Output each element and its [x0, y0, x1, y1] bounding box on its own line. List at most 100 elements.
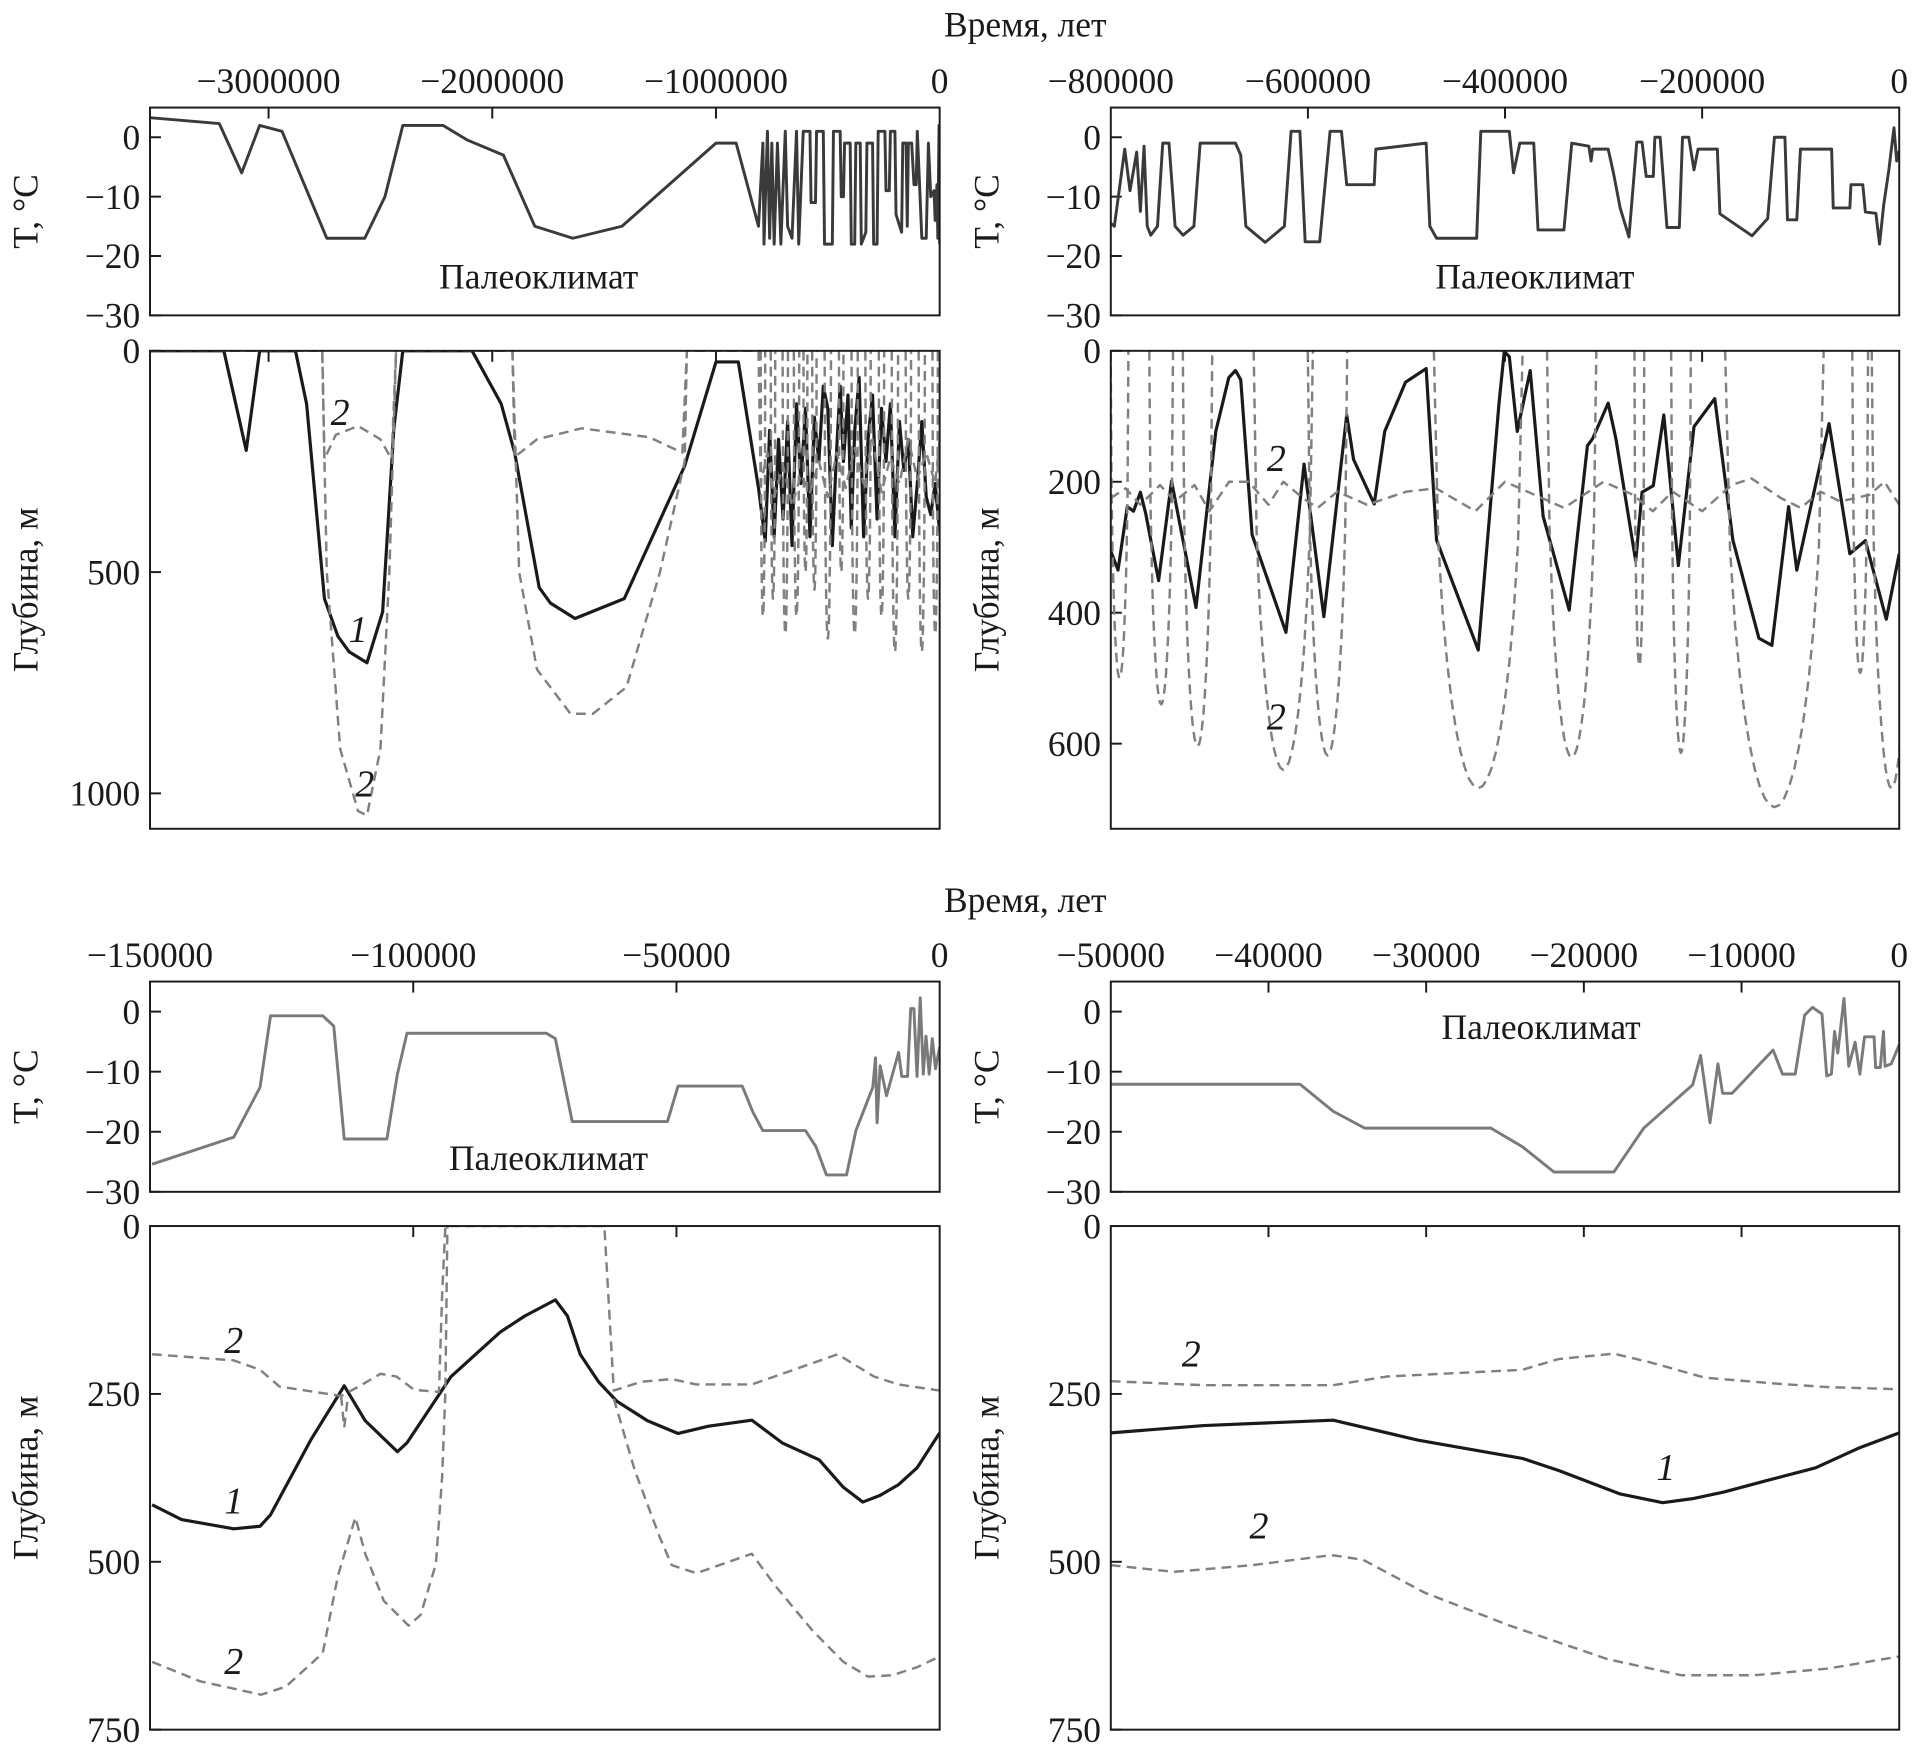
curve-label-2: 2 — [1182, 1334, 1201, 1376]
series-2-dashed-line — [1110, 477, 1900, 513]
y-tick-label: −30 — [1046, 296, 1101, 336]
plot-frame — [1109, 980, 1901, 1193]
paleoclimate-label: Палеоклимат — [1435, 256, 1634, 296]
curve-label-1: 1 — [349, 609, 368, 651]
depth-subplot: 0 250 500 750 Глубина, м 2 1 2 — [6, 1206, 941, 1748]
series-1-solid-line — [151, 1298, 940, 1531]
plot-area — [1110, 126, 1900, 246]
x-tick-label: −800000 — [1048, 61, 1174, 101]
y-axis-title: Глубина, м — [6, 508, 46, 673]
y-axis-title: T, °C — [966, 174, 1006, 249]
y-tick-label: −30 — [1046, 1172, 1101, 1212]
y-tick-label: 0 — [123, 331, 141, 371]
temperature-subplot: 0 −10 −20 −30 T, °C Палеоклимат — [966, 980, 1901, 1212]
temperature-subplot: 0 −10 −20 −30 T, °C Палеоклимат — [6, 106, 941, 336]
series-1-solid-line — [150, 350, 940, 665]
y-tick-label: 0 — [123, 1206, 141, 1246]
temperature-subplot: 0 −10 −20 −30 T, °C Палеоклимат — [966, 106, 1901, 336]
x-tick-label: −30000 — [1372, 935, 1481, 975]
y-axis-title: Глубина, м — [966, 508, 1006, 673]
y-tick-label: −10 — [85, 1052, 140, 1092]
y-tick-label: −30 — [85, 1172, 140, 1212]
paleoclimate-label: Палеоклимат — [439, 256, 638, 296]
depth-subplot: 0 250 500 750 Глубина, м 2 1 2 — [966, 1206, 1901, 1748]
temperature-line — [151, 996, 940, 1177]
plot-area — [150, 116, 940, 246]
curve-label-2: 2 — [1267, 697, 1286, 739]
y-tick-label: 600 — [1048, 724, 1101, 764]
series-2-dashed-line — [1110, 350, 1900, 809]
x-tick-label: −1000000 — [644, 61, 788, 101]
series-2-dashed-line — [1110, 1553, 1900, 1677]
curve-label-1: 1 — [1656, 1447, 1675, 1489]
series-1-solid-line — [1110, 350, 1900, 652]
y-tick-label: 0 — [1083, 117, 1101, 157]
plot-frame — [1109, 349, 1901, 830]
y-tick-label: 0 — [1083, 1206, 1101, 1246]
series-2-dashed-line — [151, 1226, 940, 1696]
y-tick-label: 1000 — [69, 774, 140, 814]
y-tick-label: 200 — [1048, 462, 1101, 502]
y-tick-label: 250 — [87, 1374, 140, 1414]
curve-label-2: 2 — [1267, 438, 1286, 480]
curve-label-1: 1 — [224, 1481, 243, 1523]
y-tick-label: −20 — [85, 236, 140, 276]
y-tick-label: 250 — [1048, 1374, 1101, 1414]
depth-subplot: 0 500 1000 Глубина, м 2 1 2 — [6, 331, 941, 830]
plot-frame — [149, 106, 941, 317]
y-axis-title: T, °C — [966, 1049, 1006, 1124]
x-tick-label: −2000000 — [420, 61, 564, 101]
curve-label-2: 2 — [331, 392, 350, 434]
plot-area — [151, 996, 940, 1177]
curve-label-2: 2 — [224, 1320, 243, 1362]
temperature-line — [150, 116, 940, 246]
series-2-dashed-line — [1110, 1352, 1900, 1391]
panel-4: −50000 −40000 −30000 −20000 −10000 0 0 −10 −20 −3… — [966, 935, 1908, 1748]
x-tick-label: −20000 — [1530, 935, 1639, 975]
x-tick-label: 0 — [1890, 61, 1908, 101]
x-tick-label: −50000 — [622, 935, 731, 975]
temperature-line — [1110, 996, 1900, 1174]
y-tick-label: −10 — [85, 177, 140, 217]
panel-3: Время, лет −150000 −100000 −50000 0 0 −10 −20 −3… — [6, 880, 1107, 1748]
series-1-solid-line — [1110, 1418, 1900, 1505]
temperature-subplot: 0 −10 −20 −30 T, °C Палеоклимат — [6, 980, 941, 1212]
y-axis-title: T, °C — [6, 1049, 46, 1124]
paleoclimate-label: Палеоклимат — [1442, 1007, 1641, 1047]
plot-area — [150, 350, 940, 817]
x-tick-label: −600000 — [1245, 61, 1371, 101]
x-axis-title: Время, лет — [944, 5, 1106, 45]
panel-2: −800000 −600000 −400000 −200000 0 0 −10 −20 −30 T… — [966, 61, 1908, 830]
y-tick-label: −10 — [1046, 1052, 1101, 1092]
y-axis-title: Глубина, м — [6, 1396, 46, 1561]
x-tick-label: −50000 — [1057, 935, 1166, 975]
x-tick-label: −3000000 — [197, 61, 341, 101]
x-tick-label: −150000 — [87, 935, 213, 975]
y-tick-label: −20 — [1046, 236, 1101, 276]
y-tick-label: 750 — [87, 1710, 140, 1748]
y-tick-label: −30 — [85, 296, 140, 336]
plot-frame — [149, 349, 941, 830]
plot-frame — [1109, 1225, 1901, 1731]
paleoclimate-label: Палеоклимат — [449, 1138, 648, 1178]
curve-label-2: 2 — [355, 764, 374, 806]
curve-label-2: 2 — [1250, 1505, 1269, 1547]
y-tick-label: 400 — [1048, 593, 1101, 633]
plot-frame — [1109, 106, 1901, 317]
y-tick-label: 500 — [87, 1542, 140, 1582]
y-axis-title: T, °C — [6, 174, 46, 249]
y-tick-label: 500 — [87, 552, 140, 592]
y-axis-title: Глубина, м — [966, 1396, 1006, 1561]
y-tick-label: 0 — [123, 117, 141, 157]
panel-1: Время, лет −3000000 −2000000 −1000000 0 0 −10 −… — [6, 5, 1106, 830]
plot-area — [1110, 996, 1900, 1174]
plot-frame — [149, 1225, 941, 1731]
x-tick-label: 0 — [931, 935, 949, 975]
y-tick-label: 0 — [123, 992, 141, 1032]
series-2-dashed-line — [151, 1226, 940, 1398]
plot-area — [1110, 350, 1900, 809]
series-2-dashed-line — [321, 350, 940, 817]
y-tick-label: 500 — [1048, 1542, 1101, 1582]
plot-area — [151, 1226, 940, 1696]
